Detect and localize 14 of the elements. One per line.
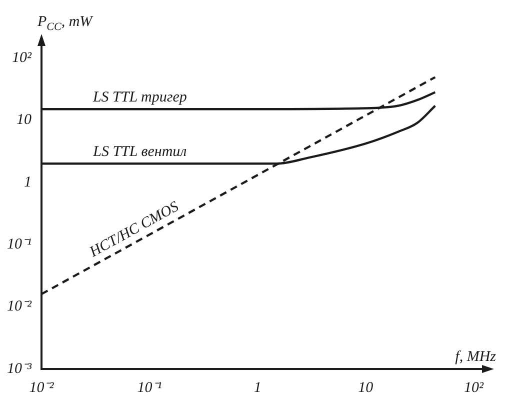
y-tick-label: 10² bbox=[12, 50, 32, 66]
x-tick-label: 10 bbox=[358, 380, 374, 396]
series-label: LS TTL тригер bbox=[92, 90, 188, 106]
x-tick-label: 10² bbox=[464, 380, 484, 396]
y-tick-label: 1 bbox=[24, 174, 32, 190]
y-tick-label: 10⁻³ bbox=[6, 360, 32, 377]
x-tick-label: 10⁻¹ bbox=[137, 380, 162, 396]
y-tick-label: 10 bbox=[16, 112, 32, 128]
series-label: LS TTL вентил bbox=[92, 144, 188, 160]
x-tick-label: 10⁻² bbox=[29, 380, 54, 396]
y-tick-label: 10⁻² bbox=[6, 298, 32, 315]
y-tick-label: 10⁻¹ bbox=[6, 236, 32, 252]
x-axis-title: f, MHz bbox=[455, 349, 496, 365]
x-tick-label: 1 bbox=[254, 380, 262, 396]
